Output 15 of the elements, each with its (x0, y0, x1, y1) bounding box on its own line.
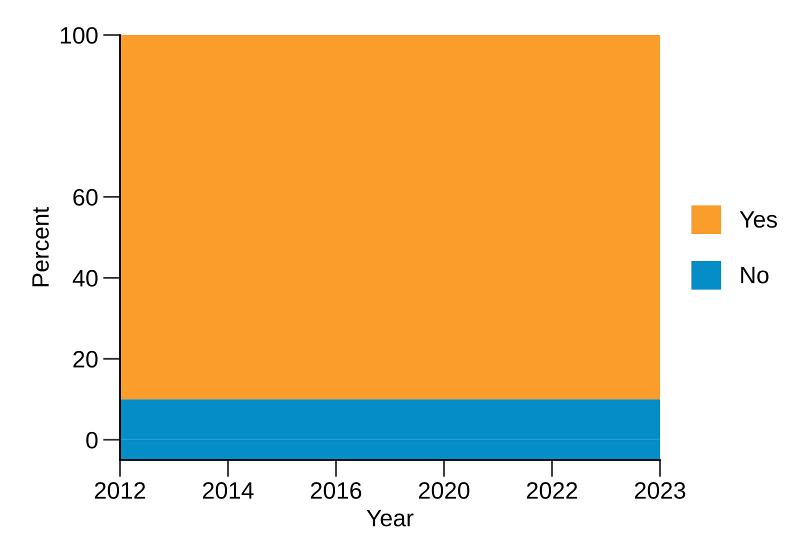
x-tick-label: 2020 (418, 482, 470, 499)
y-tick-label: 0 (86, 432, 98, 449)
x-axis-title: Year (366, 510, 414, 526)
y-axis-title: Percent (32, 206, 49, 286)
y-tick-label: 100 (60, 27, 98, 44)
x-tick-label: 2023 (634, 482, 686, 499)
x-tick-label: 2022 (526, 482, 578, 499)
legend-label: Yes (740, 211, 777, 228)
legend-label: No (741, 266, 768, 284)
x-tick-label: 2014 (202, 482, 254, 499)
x-tick-label: 2016 (310, 482, 362, 499)
y-tick-label: 60 (73, 188, 98, 206)
y-tick-label: 20 (73, 350, 98, 368)
x-tick-label: 2012 (94, 482, 146, 499)
y-tick-label: 40 (72, 270, 98, 287)
